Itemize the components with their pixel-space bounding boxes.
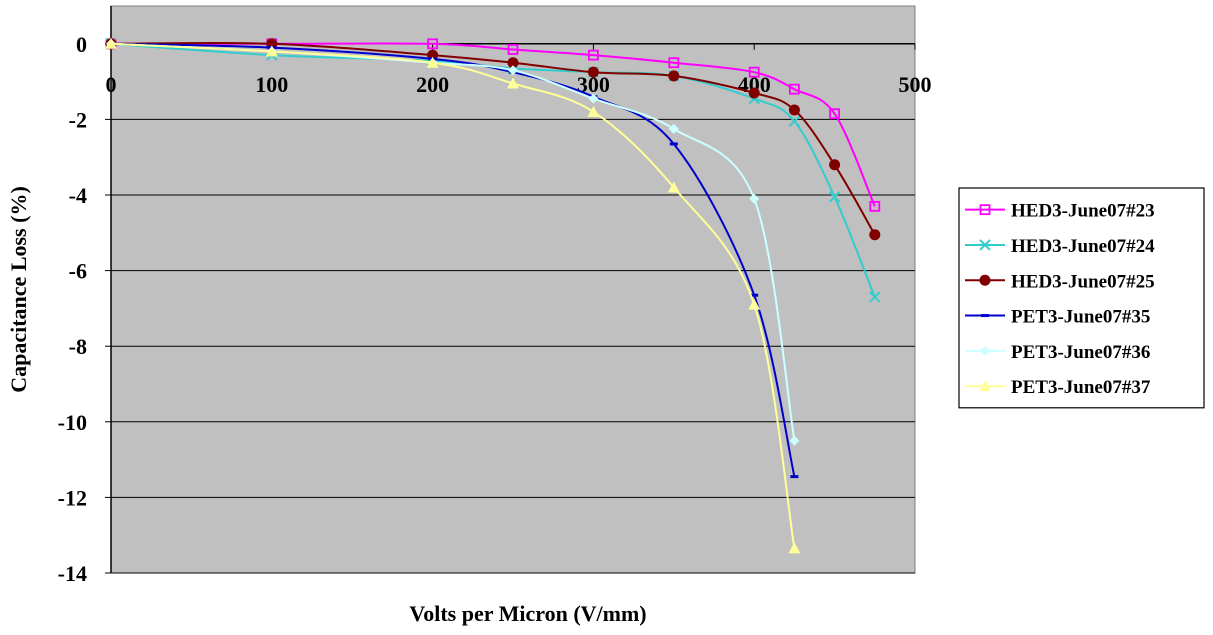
legend-label: HED3-June07#23 <box>1011 201 1155 222</box>
y-tick-label: 0 <box>76 32 87 57</box>
series-layer <box>105 37 881 554</box>
data-point <box>668 70 680 82</box>
data-point <box>667 181 680 193</box>
data-point <box>588 93 599 104</box>
x-tick-label: 200 <box>416 72 449 97</box>
legend-marker <box>980 345 990 356</box>
x-tick-label: 0 <box>106 72 117 97</box>
legend-item: PET3-June07#36 <box>965 342 1150 363</box>
data-point <box>749 193 760 204</box>
legend-item: PET3-June07#35 <box>965 307 1150 328</box>
data-point <box>508 65 518 76</box>
data-point <box>869 200 881 212</box>
data-point <box>427 38 439 50</box>
data-point <box>869 291 881 303</box>
data-point <box>788 115 801 127</box>
y-tick-label: -8 <box>69 334 87 359</box>
y-tick-label: -12 <box>58 485 87 510</box>
y-tick-label: -6 <box>69 259 87 284</box>
data-point <box>788 542 801 554</box>
legend-label: PET3-June07#36 <box>1011 342 1150 363</box>
series-6 <box>105 37 801 554</box>
gridlines <box>111 118 915 574</box>
legend-label: HED3-June07#25 <box>1011 271 1155 292</box>
data-point <box>789 83 800 95</box>
y-tick-label: -10 <box>58 410 87 435</box>
data-point <box>829 159 841 171</box>
legend-item: HED3-June07#23 <box>965 201 1155 222</box>
legend-marker <box>979 239 991 251</box>
data-point <box>105 37 117 49</box>
x-axis-title: Volts per Micron (V/mm) <box>409 601 646 626</box>
plot-area <box>110 5 916 574</box>
data-point <box>588 49 599 61</box>
legend-marker <box>979 204 991 216</box>
legend-marker <box>979 274 991 286</box>
data-point <box>788 104 800 116</box>
data-point <box>507 57 519 69</box>
data-point <box>748 66 760 78</box>
legend-item: PET3-June07#37 <box>965 377 1151 398</box>
x-tick-label: 500 <box>899 72 932 97</box>
data-point <box>748 298 761 310</box>
data-point <box>669 142 678 146</box>
data-point <box>507 77 519 89</box>
series-line <box>111 42 876 207</box>
y-tick-label: -2 <box>69 107 87 132</box>
data-point <box>869 229 881 241</box>
data-point <box>426 56 439 68</box>
legend-label: PET3-June07#35 <box>1011 307 1150 328</box>
data-point <box>829 108 840 120</box>
series-3 <box>105 38 881 241</box>
data-point <box>587 66 599 78</box>
legend-marker <box>981 314 989 318</box>
data-point <box>789 435 800 446</box>
legend-marker <box>979 380 991 392</box>
data-point <box>587 105 600 117</box>
data-point <box>507 44 519 55</box>
data-point <box>790 475 799 479</box>
data-point <box>750 293 759 297</box>
legend-label: PET3-June07#37 <box>1011 377 1151 398</box>
y-tick-label: -14 <box>58 561 87 586</box>
data-point <box>668 123 679 134</box>
y-axis-ticks: 0 -2 -4 -6 -8 -10 -12 -14 <box>58 32 111 586</box>
y-axis-title: Capacitance Loss (%) <box>6 186 31 393</box>
data-point <box>265 45 278 57</box>
y-tick-label: -4 <box>69 183 87 208</box>
x-tick-label: 100 <box>255 72 288 97</box>
legend-item: HED3-June07#24 <box>965 236 1155 257</box>
data-point <box>668 57 680 69</box>
legend-box <box>958 187 1205 409</box>
legend-label: HED3-June07#24 <box>1011 236 1155 257</box>
data-point <box>828 191 841 203</box>
legend: HED3-June07#23 HED3-June07#24 HED3-June07#… <box>958 187 1205 409</box>
legend-item: HED3-June07#25 <box>965 271 1155 292</box>
data-point <box>748 87 760 99</box>
